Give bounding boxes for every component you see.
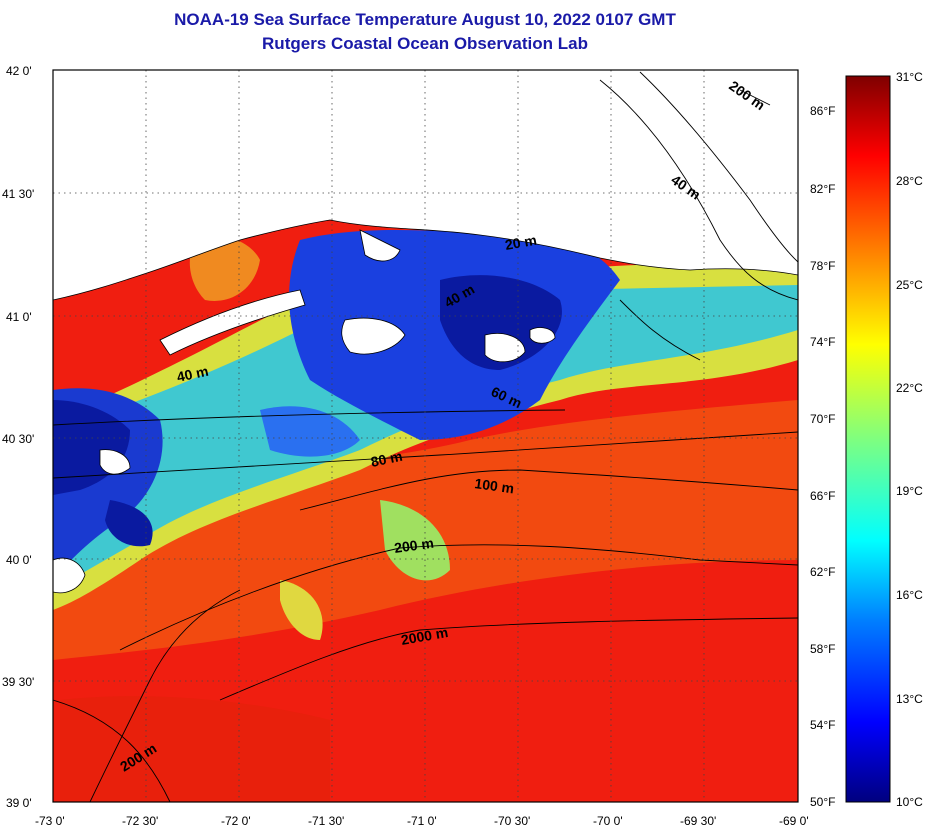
isobath-label: 20 m bbox=[504, 232, 538, 253]
celsius-tick-label: 28°C bbox=[896, 174, 923, 188]
lat-tick-label: 40 0' bbox=[6, 553, 32, 567]
celsius-tick-label: 19°C bbox=[896, 484, 923, 498]
isobath-label: 80 m bbox=[369, 448, 404, 470]
lat-tick-label: 41 0' bbox=[6, 310, 32, 324]
lon-tick-label: -69 30' bbox=[680, 814, 716, 828]
celsius-tick-label: 10°C bbox=[896, 795, 923, 809]
graticule bbox=[53, 70, 798, 802]
map-frame bbox=[52, 69, 799, 803]
isobaths bbox=[53, 71, 798, 802]
lat-tick-label: 39 30' bbox=[2, 675, 34, 689]
lat-tick-label: 40 30' bbox=[2, 432, 34, 446]
lon-tick-label: -71 0' bbox=[407, 814, 437, 828]
temperature-color-scale bbox=[845, 75, 891, 803]
longitude-axis: -73 0' -72 30' -72 0' -71 30' -71 0' -70… bbox=[35, 814, 809, 828]
lon-tick-label: -70 0' bbox=[593, 814, 623, 828]
fahrenheit-tick-label: 86°F bbox=[810, 104, 835, 118]
fahrenheit-tick-label: 62°F bbox=[810, 565, 835, 579]
celsius-tick-label: 16°C bbox=[896, 588, 923, 602]
celsius-tick-label: 13°C bbox=[896, 692, 923, 706]
fahrenheit-tick-label: 74°F bbox=[810, 335, 835, 349]
celsius-tick-label: 22°C bbox=[896, 381, 923, 395]
land-mask bbox=[53, 70, 798, 594]
celsius-tick-label: 25°C bbox=[896, 278, 923, 292]
fahrenheit-tick-label: 70°F bbox=[810, 412, 835, 426]
map-title: NOAA-19 Sea Surface Temperature August 1… bbox=[174, 10, 676, 29]
lon-tick-label: -69 0' bbox=[779, 814, 809, 828]
isobath-label: 100 m bbox=[474, 475, 516, 496]
fahrenheit-tick-label: 58°F bbox=[810, 642, 835, 656]
fahrenheit-tick-label: 50°F bbox=[810, 795, 835, 809]
celsius-tick-label: 31°C bbox=[896, 70, 923, 84]
lon-tick-label: -72 0' bbox=[221, 814, 251, 828]
lat-tick-label: 41 30' bbox=[2, 187, 34, 201]
lat-tick-label: 42 0' bbox=[6, 64, 32, 78]
fahrenheit-tick-label: 66°F bbox=[810, 489, 835, 503]
map-subtitle: Rutgers Coastal Ocean Observation Lab bbox=[262, 34, 588, 53]
fahrenheit-axis: 86°F 82°F 78°F 74°F 70°F 66°F 62°F 58°F … bbox=[810, 104, 835, 809]
fahrenheit-tick-label: 78°F bbox=[810, 259, 835, 273]
lat-tick-label: 39 0' bbox=[6, 796, 32, 810]
latitude-axis: 42 0' 41 30' 41 0' 40 30' 40 0' 39 30' 3… bbox=[2, 64, 34, 810]
fahrenheit-tick-label: 82°F bbox=[810, 182, 835, 196]
fahrenheit-tick-label: 54°F bbox=[810, 718, 835, 732]
lon-tick-label: -72 30' bbox=[122, 814, 158, 828]
isobath-label: 40 m bbox=[175, 363, 210, 385]
lon-tick-label: -73 0' bbox=[35, 814, 65, 828]
celsius-axis: 31°C 28°C 25°C 22°C 19°C 16°C 13°C 10°C bbox=[896, 70, 923, 809]
lon-tick-label: -71 30' bbox=[308, 814, 344, 828]
isobath-label: 200 m bbox=[393, 535, 435, 556]
lon-tick-label: -70 30' bbox=[494, 814, 530, 828]
